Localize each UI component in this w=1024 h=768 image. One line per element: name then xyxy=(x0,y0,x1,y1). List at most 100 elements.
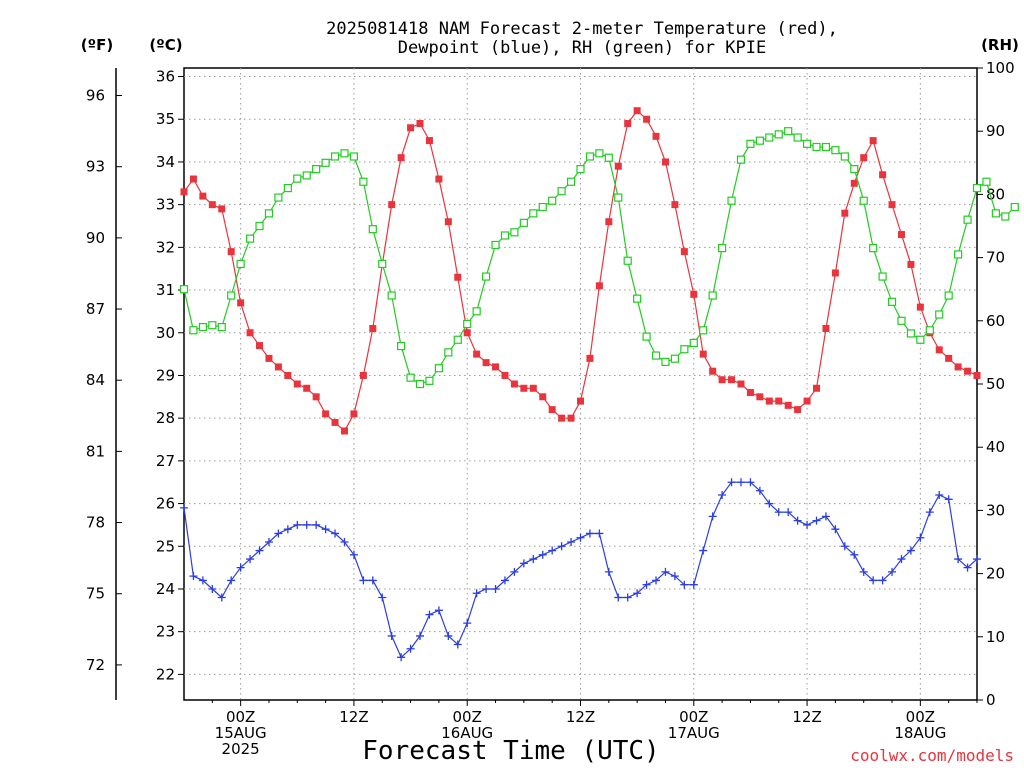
fahrenheit-tick-label: 93 xyxy=(86,158,105,176)
temperature-point xyxy=(945,354,953,362)
rh-point xyxy=(727,196,736,205)
temperature-point xyxy=(964,367,972,375)
rh-point xyxy=(651,351,661,360)
temperature-point xyxy=(709,367,717,375)
rh-point xyxy=(463,319,472,329)
celsius-tick-label: 25 xyxy=(156,537,175,555)
dewpoint-point xyxy=(274,529,283,538)
rh-point xyxy=(633,294,642,303)
rh-point xyxy=(812,142,821,152)
temperature-point xyxy=(208,201,216,209)
temperature-point xyxy=(822,324,830,332)
chart-title-line2: Dewpoint (blue), RH (green) for KPIE xyxy=(398,38,766,58)
rh-point xyxy=(179,285,189,294)
temperature-point xyxy=(473,350,481,358)
fahrenheit-tick-label: 81 xyxy=(86,442,105,460)
rh-point xyxy=(510,228,519,237)
rh-point xyxy=(481,272,491,281)
rh-point xyxy=(557,187,566,196)
dewpoint-point xyxy=(283,525,292,534)
dewpoint-point xyxy=(482,584,491,593)
rh-point xyxy=(906,329,916,338)
rh-point xyxy=(519,218,528,227)
celsius-tick-label: 24 xyxy=(156,580,175,598)
rh-point xyxy=(500,231,510,240)
rh-tick-label: 100 xyxy=(986,59,1015,77)
dewpoint-point xyxy=(236,563,245,572)
rh-point xyxy=(255,221,264,231)
rh-point xyxy=(1010,202,1019,212)
temperature-point xyxy=(765,397,773,405)
dewpoint-point xyxy=(859,567,868,576)
dewpoint-point xyxy=(406,644,415,653)
temperature-point xyxy=(775,397,783,405)
dewpoint-point xyxy=(954,555,963,564)
temperature-point xyxy=(407,124,415,132)
dewpoint-point xyxy=(774,508,783,517)
temperature-point xyxy=(369,324,377,332)
dewpoint-point xyxy=(642,580,651,589)
rh-point xyxy=(227,291,236,300)
rh-point xyxy=(198,323,207,332)
dewpoint-point xyxy=(538,550,547,559)
dewpoint-point xyxy=(567,538,576,546)
x-tick-label: 00Z xyxy=(453,708,482,726)
temperature-point xyxy=(435,175,443,183)
rh-point xyxy=(585,152,595,161)
x-tick-label: 16AUG xyxy=(441,724,493,742)
rh-point xyxy=(614,193,623,202)
temperature-point xyxy=(237,299,245,307)
dewpoint-point xyxy=(548,546,557,555)
temperature-point xyxy=(888,201,896,209)
dewpoint-point xyxy=(293,520,302,529)
dewpoint-point xyxy=(378,593,387,602)
dewpoint-point xyxy=(614,593,623,602)
temperature-point xyxy=(605,218,613,226)
dewpoint-point xyxy=(850,550,859,559)
dewpoint-point xyxy=(397,653,406,662)
temperature-point xyxy=(869,137,877,145)
dewpoint-point xyxy=(227,576,236,585)
rh-tick-label: 0 xyxy=(986,691,996,709)
rh-point xyxy=(321,158,330,167)
grid-layer xyxy=(184,68,977,700)
rh-point xyxy=(878,272,887,281)
celsius-tick-label: 36 xyxy=(156,68,175,86)
credit-link[interactable]: coolwx.com/models xyxy=(850,746,1014,765)
dewpoint-point xyxy=(689,580,698,589)
temperature-point xyxy=(284,371,292,379)
dewpoint-point xyxy=(840,542,849,551)
temperature-point xyxy=(652,132,660,140)
dewpoint-point xyxy=(670,572,679,581)
temperature-point xyxy=(510,380,518,388)
temperature-point xyxy=(265,354,273,362)
rh-point xyxy=(944,291,953,300)
dewpoint-point xyxy=(321,525,330,534)
temperature-point xyxy=(501,371,509,379)
dewpoint-point xyxy=(718,491,727,500)
rh-point xyxy=(406,373,415,382)
dewpoint-point xyxy=(255,546,264,555)
rh-tick-label: 80 xyxy=(986,185,1005,203)
temperature-point xyxy=(303,384,311,392)
rh-point xyxy=(453,335,462,344)
temperature-point xyxy=(312,393,320,401)
dewpoint-point xyxy=(878,576,887,585)
dewpoint-point xyxy=(604,567,613,576)
rh-point xyxy=(340,149,349,158)
temperature-point xyxy=(737,380,745,388)
rh-point xyxy=(548,196,557,205)
x-tick-label: 12Z xyxy=(792,708,821,726)
rh-point xyxy=(623,256,632,265)
rh-point xyxy=(802,139,812,148)
dewpoint-point xyxy=(340,538,349,546)
dewpoint-point xyxy=(557,542,566,551)
temperature-point xyxy=(350,410,358,418)
rh-point xyxy=(293,174,302,183)
dewpoint-point xyxy=(302,520,311,529)
dewpoint-point xyxy=(736,478,745,487)
temperature-point xyxy=(529,384,537,392)
x-tick-label: 00Z xyxy=(906,708,935,726)
celsius-unit-label: (ºC) xyxy=(149,36,182,54)
temperature-point xyxy=(841,209,849,217)
